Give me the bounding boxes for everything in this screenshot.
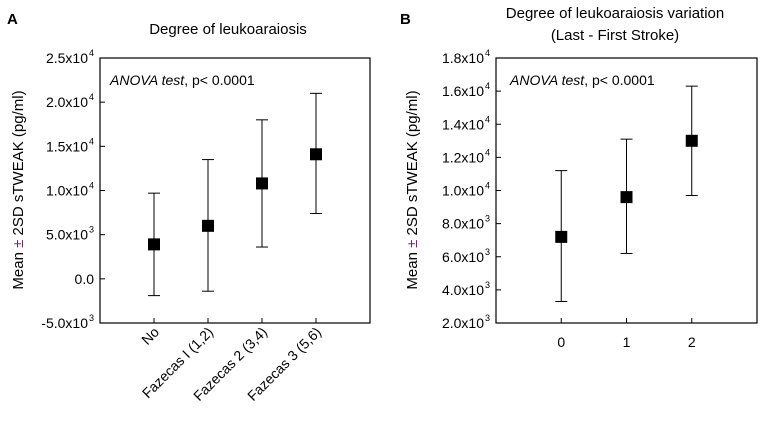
panel-b-ytick-label: 1.0x10 (442, 183, 484, 199)
panel-a-ytick-label: 1.5x10 (46, 138, 88, 154)
panel-b-ytick-exponent: 4 (485, 81, 490, 91)
panel-a-ytick-label: 1.0x10 (46, 183, 88, 199)
panel-b-ytick-label: 8.0x10 (442, 216, 484, 232)
panel-a-mean-marker (148, 238, 160, 251)
panel-b-ylabel-pm: ± (404, 240, 421, 248)
panel-a-ytick-label: -5.0x10 (41, 315, 88, 331)
panel-b-mean-marker (555, 230, 568, 243)
panel-a-ytick-exponent: 4 (89, 181, 94, 191)
panel-a-annotation-test: ANOVA test (109, 72, 185, 88)
panel-b-ytick-label: 1.8x10 (442, 50, 484, 66)
panel-b-ytick-label: 1.2x10 (442, 149, 484, 165)
panel-b-ytick-label: 6.0x10 (442, 249, 484, 265)
panel-a-xtick-label: No (138, 324, 162, 348)
panel-a-ytick-exponent: 3 (89, 225, 94, 235)
panel-b-plot: 2.0x10 34.0x10 36.0x10 38.0x10 31.0x10 41.2x1… (442, 48, 758, 350)
panel-b-ytick-exponent: 4 (485, 181, 490, 191)
panel-b-mean-marker (685, 134, 698, 147)
panel-b-mean-marker (620, 191, 633, 204)
panel-a-annotation-p: , p< 0.0001 (184, 72, 255, 88)
panel-a-annotation: ANOVA test, p< 0.0001 (109, 72, 255, 88)
panel-a-plot-frame (99, 57, 371, 324)
panel-a-ylabel-pm: ± (10, 240, 27, 248)
panel-a-ytick-exponent: 4 (89, 48, 94, 58)
panel-a-ytick-label: 5.0x10 (46, 227, 88, 243)
panel-a-mean-marker (202, 219, 214, 232)
panel-a-ytick-exponent: 3 (89, 313, 94, 323)
panel-a-plot: -5.0x10 30.05.0x10 31.0x10 41.5x10 42.0x10 42… (41, 48, 371, 404)
panel-b-ytick-exponent: 4 (485, 147, 490, 157)
panel-b-ylabel-suffix: 2SD sTWEAK (pg/ml) (404, 90, 421, 239)
panel-b-ytick-exponent: 3 (485, 280, 490, 290)
panel-b-ytick-exponent: 4 (485, 48, 490, 58)
panel-a: A Degree of leukoaraiosis Mean ± 2SD sTW… (7, 11, 371, 404)
panel-a-ytick-label: 2.5x10 (46, 50, 88, 66)
panel-b-title-line1: Degree of leukoaraiosis variation (506, 5, 724, 22)
panel-b-ytick-label: 4.0x10 (442, 282, 484, 298)
panel-b-ytick-label: 1.6x10 (442, 83, 484, 99)
panel-a-ytick-label: 2.0x10 (46, 94, 88, 110)
panel-b-annotation-p: , p< 0.0001 (584, 72, 655, 88)
panel-b-xtick-label: 1 (623, 334, 631, 350)
panel-b-xtick-label: 2 (688, 334, 696, 350)
panel-a-ytick-exponent: 4 (89, 92, 94, 102)
panel-b-letter: B (400, 11, 411, 28)
panel-a-ylabel: Mean ± 2SD sTWEAK (pg/ml) (10, 90, 27, 289)
panel-a-ytick-exponent: 4 (89, 136, 94, 146)
panel-a-mean-marker (310, 148, 322, 161)
panel-b-ytick-exponent: 3 (485, 247, 490, 257)
panel-b-title-line2: (Last - First Stroke) (551, 27, 679, 44)
panel-b-ylabel: Mean ± 2SD sTWEAK (pg/ml) (404, 90, 421, 289)
panel-b-ytick-exponent: 3 (485, 214, 490, 224)
panel-a-ylabel-suffix: 2SD sTWEAK (pg/ml) (10, 90, 27, 239)
panel-b-annotation-test: ANOVA test (509, 72, 585, 88)
panel-b-ylabel-prefix: Mean (404, 248, 421, 290)
panel-b-ytick-label: 2.0x10 (442, 315, 484, 331)
panel-a-ylabel-prefix: Mean (10, 248, 27, 290)
panel-a-letter: A (7, 11, 18, 28)
panel-b: B Degree of leukoaraiosis variation (Las… (400, 5, 758, 350)
panel-b-ytick-exponent: 4 (485, 114, 490, 124)
panel-a-ytick-label: 0.0 (75, 271, 95, 287)
panel-b-xtick-label: 0 (557, 334, 565, 350)
panel-b-annotation: ANOVA test, p< 0.0001 (509, 72, 655, 88)
panel-a-title: Degree of leukoaraiosis (149, 21, 307, 38)
panel-a-mean-marker (256, 177, 268, 190)
panel-b-ytick-exponent: 3 (485, 313, 490, 323)
panel-b-ytick-label: 1.4x10 (442, 116, 484, 132)
